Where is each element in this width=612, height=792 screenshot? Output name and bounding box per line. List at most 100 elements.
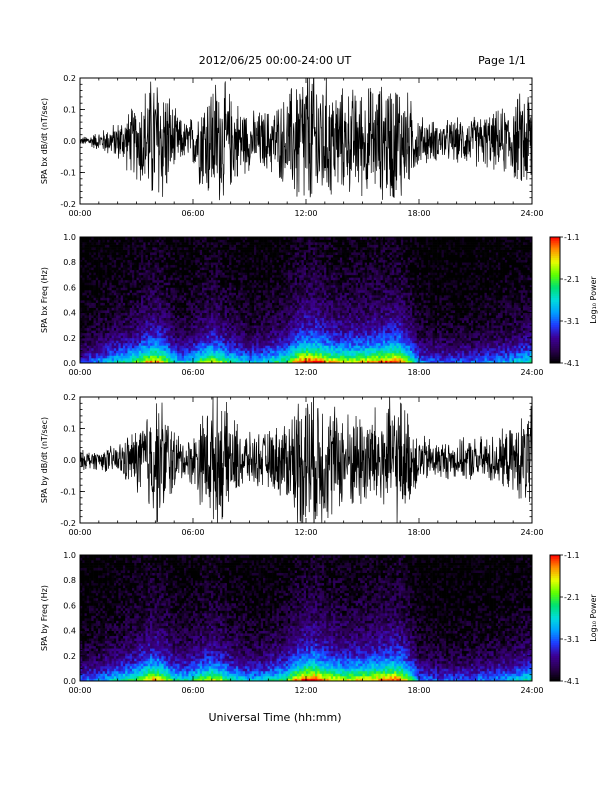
spectrogram-cell [113,350,117,354]
spectrogram-cell [113,360,117,363]
spectrogram-cell [267,310,271,313]
spectrogram-cell [199,315,203,318]
spectrogram-cell [254,274,257,278]
spectrogram-cell [272,355,275,359]
spectrogram-cell [235,297,239,301]
spectrogram-cell [93,282,97,286]
spectrogram-cell [274,352,277,356]
spectrogram-cell [84,267,88,271]
spectrogram-cell [260,284,264,288]
spectrogram-cell [267,262,271,266]
spectrogram-cell [211,277,214,281]
spectrogram-cell [89,342,92,346]
spectrogram-cell [190,355,194,359]
spectrogram-cell [136,284,140,288]
spectrogram-cell [190,249,194,253]
spectrogram-cell [129,237,133,240]
spectrogram-cell [263,282,266,286]
spectrogram-cell [183,289,187,293]
spectrogram-cell [220,320,223,324]
spectrogram-cell [292,315,296,318]
spectrogram-cell [161,335,164,339]
spectrogram-cell [159,277,162,281]
spectrogram-cell [86,294,90,298]
spectrogram-cell [138,355,142,359]
spectrogram-cell [222,340,225,344]
spectrogram-cell [190,360,194,363]
spectrogram-cell [213,320,216,324]
spectrogram-cell [276,242,280,245]
spectrogram-cell [242,282,246,286]
spectrogram-cell [93,320,97,324]
spectrogram-cell [254,252,257,255]
spectrogram-cell [116,317,119,321]
spectrogram-cell [274,305,277,308]
spectrogram-cell [292,350,296,354]
spectrogram-cell [222,292,225,296]
spectrogram-cell [116,322,119,326]
spectrogram-cell [238,310,241,313]
spectrogram-cell [238,239,241,243]
spectrogram-cell [125,317,128,321]
spectrogram-cell [217,239,221,243]
spectrogram-cell [150,287,153,291]
spectrogram-cell [163,292,167,296]
spectrogram-cell [260,355,264,359]
spectrogram-cell [163,289,167,293]
spectrogram-cell [109,242,112,245]
spectrogram-cell [215,267,219,271]
spectrogram-cell [80,325,83,329]
spectrogram-cell [152,274,155,278]
spectrogram-cell [294,307,298,311]
spectrogram-cell [217,262,221,266]
spectrogram-cell [247,357,250,361]
spectrogram-cell [89,360,92,363]
spectrogram-cell [258,355,262,359]
spectrogram-cell [95,355,99,359]
spectrogram-cell [278,254,282,258]
spectrogram-cell [193,345,196,349]
spectrogram-cell [285,305,289,308]
spectrogram-cell [116,242,119,245]
spectrogram-cell [84,357,88,361]
spectrogram-cell [113,262,117,266]
spectrogram-cell [290,352,293,356]
spectrogram-cell [188,345,192,349]
spectrogram-cell [199,312,203,316]
spectrogram-cell [116,277,119,281]
spectrogram-cell [208,320,212,324]
spectrogram-cell [290,259,293,263]
spectrogram-cell [161,315,164,318]
spectrogram-cell [235,264,239,268]
spectrogram-cell [287,347,291,351]
spectrogram-cell [269,300,273,303]
spectrogram-cell [265,302,268,306]
spectrogram-cell [199,242,203,245]
spectrogram-cell [278,262,282,266]
spectrogram-cell [206,330,210,334]
spectrogram-cell [107,352,110,356]
spectrogram-cell [224,252,228,255]
spectrogram-cell [217,327,221,331]
spectrogram-cell [260,249,264,253]
spectrogram-cell [290,307,293,311]
spectrogram-cell [161,277,164,281]
spectrogram-cell [292,294,296,298]
spectrogram-cell [251,350,255,354]
spectrogram-cell [134,274,137,278]
spectrogram-cell [265,315,268,318]
spectrogram-cell [233,335,237,339]
spectrogram-cell [193,264,196,268]
spectrogram-cell [254,242,257,245]
spectrogram-cell [249,302,253,306]
spectrogram-cell [136,352,140,356]
spectrogram-cell [276,249,280,253]
spectrogram-cell [129,287,133,291]
spectrogram-cell [143,297,146,301]
spectrogram-cell [147,360,151,363]
spectrogram-cell [183,352,187,356]
spectrogram-cell [190,264,194,268]
spectrogram-cell [292,312,296,316]
spectrogram-cell [136,332,140,336]
spectrogram-cell [199,340,203,344]
